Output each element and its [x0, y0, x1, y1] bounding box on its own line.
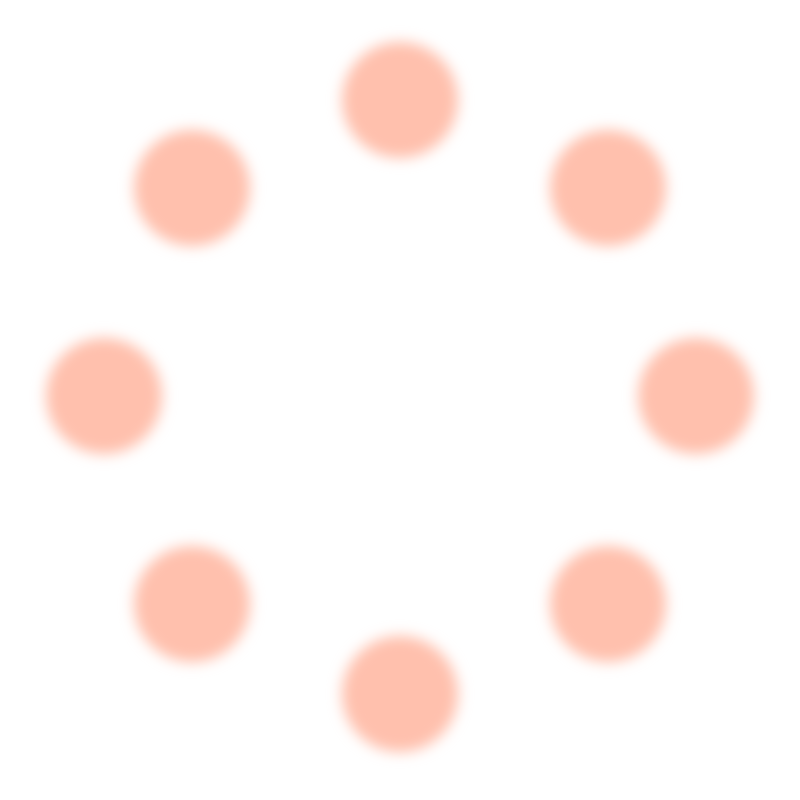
- spinner-dot: [550, 130, 666, 246]
- spinner-dot: [134, 130, 250, 246]
- spinner-dot: [342, 636, 458, 752]
- spinner-dot: [46, 338, 162, 454]
- spinner-dot: [134, 546, 250, 662]
- spinner-dot: [342, 42, 458, 158]
- spinner-dot: [638, 338, 754, 454]
- spinner-dot: [550, 546, 666, 662]
